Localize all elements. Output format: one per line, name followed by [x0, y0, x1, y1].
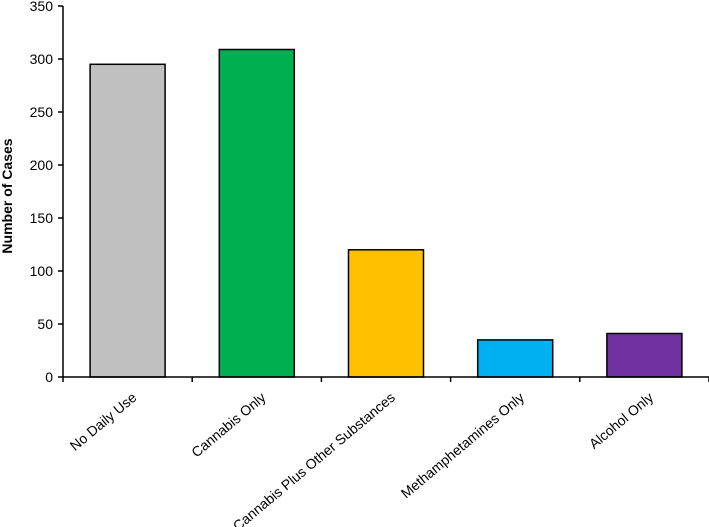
- y-tick-label: 0: [45, 369, 53, 385]
- bar-3: [347, 249, 425, 378]
- bar-1: [89, 63, 166, 378]
- x-category-label: Cannabis Only: [188, 389, 269, 460]
- x-category-label: Alcohol Only: [586, 389, 656, 452]
- bar-5: [606, 332, 683, 378]
- bar-2: [218, 48, 296, 378]
- y-tick-label: 300: [30, 51, 54, 67]
- y-tick-label: 200: [30, 157, 54, 173]
- y-tick-label: 350: [30, 0, 54, 14]
- x-category-label: Methamphetamines Only: [398, 389, 528, 501]
- bar-4: [476, 339, 554, 378]
- y-tick-label: 250: [30, 104, 54, 120]
- y-axis-title: Number of Cases: [0, 138, 15, 253]
- plot-area: 0 50 100 150 200 250 300 350 No Daily Use Cannabi…: [30, 0, 709, 527]
- y-tick-label: 150: [30, 210, 54, 226]
- y-tick-label: 50: [37, 316, 53, 332]
- y-tick-label: 100: [30, 263, 54, 279]
- x-category-label: No Daily Use: [67, 389, 140, 454]
